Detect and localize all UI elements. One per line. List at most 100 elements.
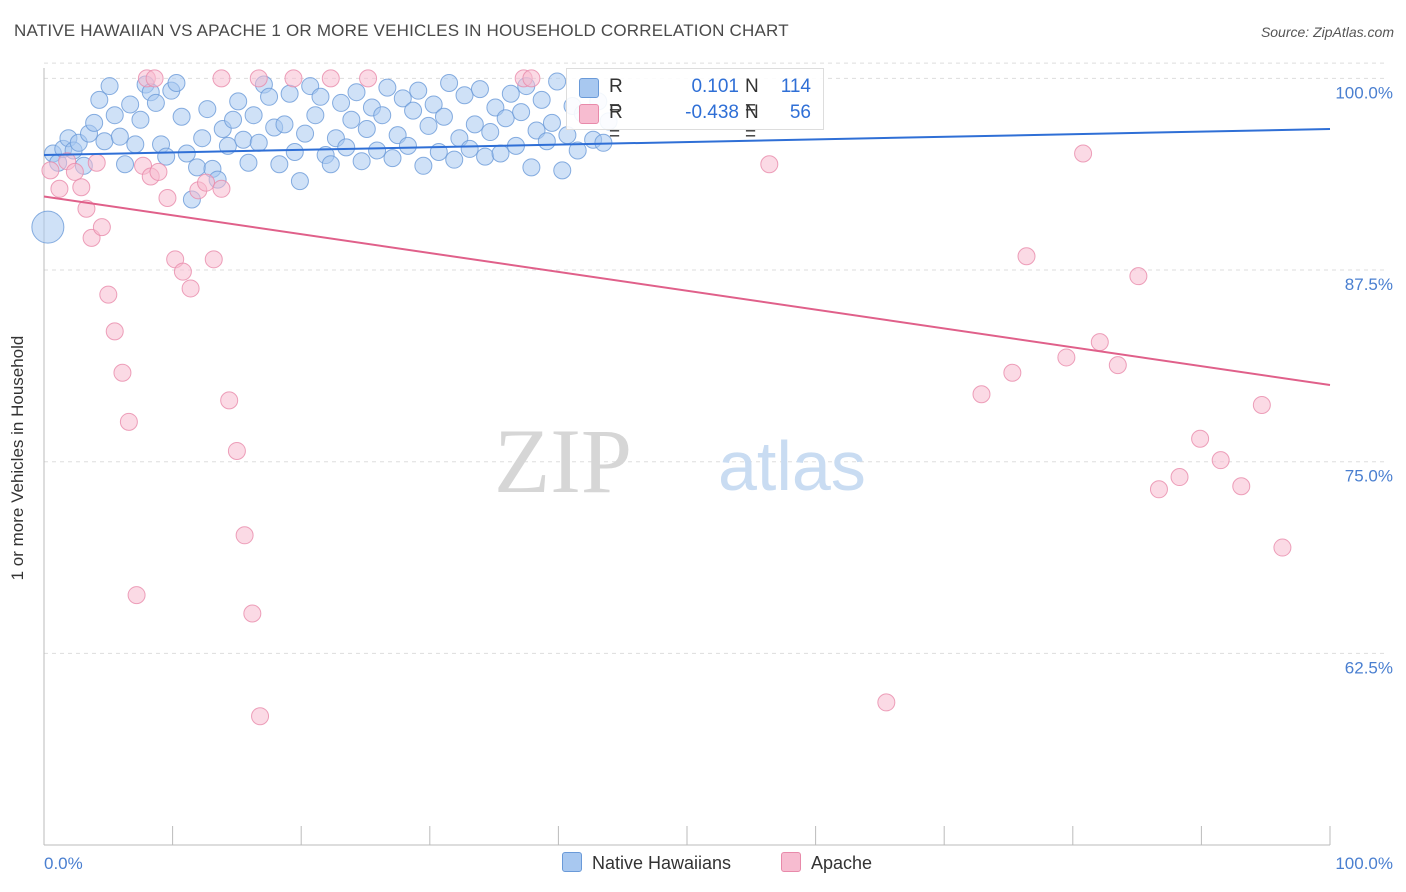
apache-point	[251, 707, 270, 726]
source-label: Source: ZipAtlas.com	[1260, 24, 1394, 40]
native-hawaiian-point	[481, 123, 500, 142]
apache-point	[197, 173, 216, 192]
native-hawaiian-point	[239, 153, 258, 172]
native-hawaiian-point	[234, 130, 253, 149]
native-hawaiian-point	[270, 155, 289, 174]
chart-title: NATIVE HAWAIIAN VS APACHE 1 OR MORE VEHI…	[14, 21, 789, 40]
pink-swatch	[579, 104, 599, 124]
native-hawaiian-point	[100, 77, 119, 96]
apache-point	[77, 199, 96, 218]
native-hawaiian-point	[352, 152, 371, 171]
apache-point	[113, 363, 132, 382]
native-hawaiian-point	[177, 144, 196, 163]
legend-apache: Apache	[781, 852, 872, 874]
legend-label: Apache	[811, 853, 873, 873]
native-hawaiian-point	[296, 124, 315, 143]
apache-point	[1211, 451, 1230, 470]
apache-point	[972, 385, 991, 404]
native-hawaiian-point	[332, 93, 351, 112]
n-value: 56	[789, 102, 811, 123]
native-hawaiian-point	[419, 116, 438, 135]
native-hawaiian-point	[146, 93, 165, 112]
native-hawaiian-point	[460, 139, 479, 158]
tick-labels: 62.5% 75.0% 87.5% 100.0% 0.0% 100.0%	[44, 83, 1393, 873]
native-hawaiian-point	[188, 158, 207, 177]
native-hawaiian-point	[532, 90, 551, 109]
apache-point	[212, 69, 231, 88]
apache-point	[227, 441, 246, 460]
apache-point	[249, 69, 268, 88]
native-hawaiian-point	[244, 106, 263, 125]
apache-point	[173, 262, 192, 281]
apache-trend-line	[43, 195, 1331, 387]
y-tick-label: 100.0%	[1335, 83, 1393, 102]
apache-point	[1170, 468, 1189, 487]
apache-point	[1090, 333, 1109, 352]
legend-label: Native Hawaiians	[592, 853, 732, 873]
apache-point	[181, 279, 200, 298]
native-hawaiian-point	[337, 138, 356, 157]
native-hawaiian-point	[470, 80, 489, 99]
native-hawaiian-point	[409, 81, 428, 100]
native-hawaiian-point	[321, 155, 340, 174]
native-hawaiian-point	[537, 132, 556, 151]
native-hawaiian-point	[455, 86, 474, 105]
native-hawaiian-point	[522, 158, 541, 177]
native-hawaiian-point	[465, 115, 484, 134]
native-hawaiian-point	[542, 113, 561, 132]
native-hawaiian-point	[193, 129, 212, 148]
native-hawaiian-point	[31, 210, 65, 244]
r-value: 0.101	[691, 76, 739, 97]
apache-point	[220, 391, 239, 410]
native-hawaiian-point	[121, 95, 140, 114]
native-hawaiian-point	[373, 106, 392, 125]
native-hawaiian-point	[90, 90, 109, 109]
native-hawaiian-point	[476, 147, 495, 166]
apache-point	[1108, 356, 1127, 375]
native-hawaiian-point	[383, 149, 402, 168]
apache-point	[1057, 348, 1076, 367]
n-value: 114	[780, 76, 811, 97]
native-hawaiian-point	[131, 110, 150, 129]
x-tick-label: 0.0%	[44, 854, 83, 873]
native-hawaiian-point	[172, 107, 191, 126]
native-hawaiian-point	[229, 92, 248, 111]
apache-point	[1149, 480, 1168, 499]
native-hawaiian-point	[249, 133, 268, 152]
native-hawaiian-point	[501, 84, 520, 103]
axes	[43, 68, 1331, 846]
apache-point	[359, 69, 378, 88]
apache-point	[243, 604, 262, 623]
apache-point	[1252, 395, 1271, 414]
r-label: R =	[609, 76, 623, 119]
apache-point	[1017, 247, 1036, 266]
native-hawaiian-point	[512, 103, 531, 122]
n-label: N =	[745, 76, 759, 119]
native-hawaiian-point	[357, 119, 376, 138]
native-hawaiian-point	[378, 78, 397, 97]
data-points	[31, 69, 1292, 726]
native-hawaiian-point	[491, 144, 510, 163]
native-hawaiian-point	[404, 101, 423, 120]
stats-legend: R = 0.101 N = 114 R = -0.438 N = 56	[566, 68, 824, 145]
native-hawaiian-point	[285, 142, 304, 161]
apache-point	[1191, 429, 1210, 448]
apache-point	[877, 693, 896, 712]
apache-point	[50, 179, 69, 198]
apache-point	[72, 178, 91, 197]
native-hawaiian-point	[568, 141, 587, 160]
trend-lines	[43, 127, 1331, 387]
native-hawaiian-point	[105, 106, 124, 125]
blue-swatch	[562, 852, 582, 872]
native-hawaiian-point	[311, 87, 330, 106]
native-hawaiian-point	[224, 110, 243, 129]
y-axis-label: 1 or more Vehicles in Household	[8, 335, 27, 581]
apache-point	[41, 161, 60, 180]
apache-point	[99, 285, 118, 304]
native-hawaiian-point	[157, 147, 176, 166]
apache-point	[149, 162, 168, 181]
y-tick-label: 62.5%	[1345, 658, 1393, 677]
native-hawaiian-trend-line	[43, 127, 1331, 157]
apache-point	[760, 155, 779, 174]
